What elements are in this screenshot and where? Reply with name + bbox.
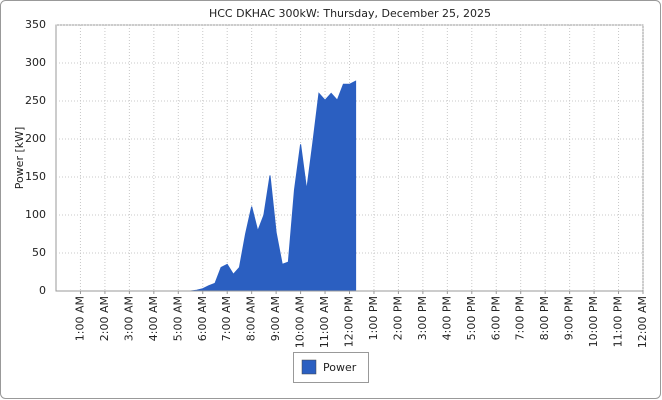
y-tick-label: 250 — [25, 94, 46, 107]
x-tick-label: 1:00 AM — [73, 296, 86, 341]
y-tick-label: 200 — [25, 132, 46, 145]
y-tick-label: 150 — [25, 170, 46, 183]
y-tick-label: 100 — [25, 208, 46, 221]
x-tick-label: 11:00 PM — [612, 296, 625, 347]
x-tick-label: 4:00 PM — [440, 296, 453, 340]
x-tick-label: 8:00 PM — [538, 296, 551, 340]
x-tick-label: 11:00 AM — [318, 296, 331, 348]
x-tick-label: 3:00 AM — [122, 296, 135, 341]
y-tick-label: 300 — [25, 56, 46, 69]
legend-swatch — [301, 359, 317, 375]
x-tick-label: 10:00 PM — [587, 296, 600, 347]
x-tick-label: 5:00 AM — [171, 296, 184, 341]
x-tick-label: 12:00 PM — [343, 296, 356, 347]
x-tick-label: 2:00 PM — [391, 296, 404, 340]
x-tick-label: 3:00 PM — [416, 296, 429, 340]
x-tick-label: 9:00 PM — [563, 296, 576, 340]
x-tick-label: 7:00 AM — [220, 296, 233, 341]
legend-label: Power — [323, 361, 357, 374]
chart-title: HCC DKHAC 300kW: Thursday, December 25, … — [209, 7, 491, 20]
x-tick-label: 6:00 PM — [489, 296, 502, 340]
x-tick-label: 5:00 PM — [465, 296, 478, 340]
x-tick-label: 8:00 AM — [245, 296, 258, 341]
area — [190, 80, 357, 292]
y-axis-label: Power [kW] — [13, 127, 26, 190]
x-tick-label: 12:00 AM — [636, 296, 649, 348]
x-tick-label: 1:00 PM — [367, 296, 380, 340]
y-tick-label: 0 — [39, 284, 46, 297]
x-tick-label: 10:00 AM — [294, 296, 307, 348]
x-tick-label: 9:00 AM — [269, 296, 282, 341]
x-tick-label: 2:00 AM — [98, 296, 111, 341]
x-tick-label: 7:00 PM — [514, 296, 527, 340]
y-tick-label: 350 — [25, 18, 46, 31]
x-tick-label: 6:00 AM — [196, 296, 209, 341]
y-tick-label: 50 — [32, 246, 46, 259]
x-tick-label: 4:00 AM — [147, 296, 160, 341]
